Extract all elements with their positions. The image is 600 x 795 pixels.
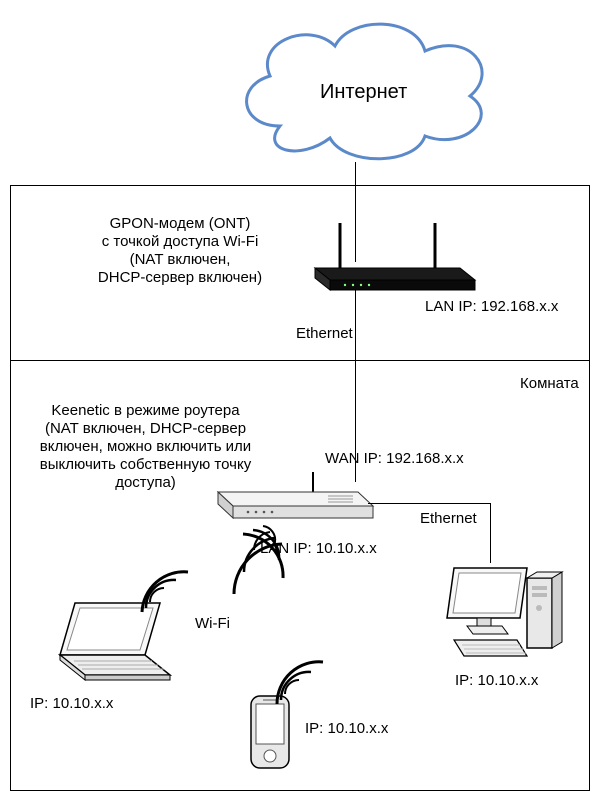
wifi-arcs-laptop-icon [138, 560, 198, 615]
edge-keenetic-pc-v [490, 503, 491, 563]
internet-label: Интернет [320, 80, 407, 104]
lower-box-bottom [10, 790, 590, 791]
phone-ip-label: IP: 10.10.x.x [305, 720, 388, 738]
ethernet2-label: Ethernet [420, 510, 477, 528]
lower-box-left [10, 360, 11, 790]
lower-box-right [589, 360, 590, 790]
upper-box-left [10, 185, 11, 360]
gpon-lan-ip-label: LAN IP: 192.168.x.x [425, 298, 558, 316]
wan-ip-label: WAN IP: 192.168.x.x [325, 450, 464, 468]
gpon-desc: GPON-модем (ONT) с точкой доступа Wi-Fi … [65, 215, 295, 287]
pc-ip-label: IP: 10.10.x.x [455, 672, 538, 690]
upper-box-top [10, 185, 590, 186]
desktop-pc-icon [442, 558, 567, 668]
wifi-arcs-down-left-icon [200, 520, 290, 600]
gpon-router-icon [305, 218, 480, 298]
wifi-arcs-phone-icon [275, 652, 330, 707]
ethernet1-label: Ethernet [296, 325, 353, 343]
laptop-ip-label: IP: 10.10.x.x [30, 695, 113, 713]
room-label: Комната [520, 375, 579, 393]
wifi-label: Wi-Fi [195, 615, 230, 633]
mid-box-line [10, 360, 590, 361]
upper-box-right [589, 185, 590, 360]
edge-keenetic-pc-h [368, 503, 490, 504]
